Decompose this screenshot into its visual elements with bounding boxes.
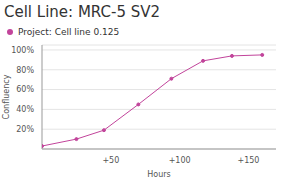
html-text:Cell Line: MRC-5 SV2: Cell Line: MRC-5 SV2 <box>4 3 160 21</box>
svg-text:100%: 100% <box>11 46 34 55</box>
svg-text:+150: +150 <box>237 156 259 165</box>
svg-text:60%: 60% <box>16 85 34 94</box>
svg-text:80%: 80% <box>16 66 34 75</box>
html-text:Project: Cell line 0.125: Project: Cell line 0.125 <box>18 27 120 37</box>
svg-text:+100: +100 <box>169 156 191 165</box>
svg-text:+50: +50 <box>102 156 119 165</box>
svg-text:Confluency: Confluency <box>8 74 11 119</box>
svg-text:Hours: Hours <box>147 170 170 179</box>
svg-text:20%: 20% <box>16 125 34 134</box>
svg-text:40%: 40% <box>16 105 34 114</box>
